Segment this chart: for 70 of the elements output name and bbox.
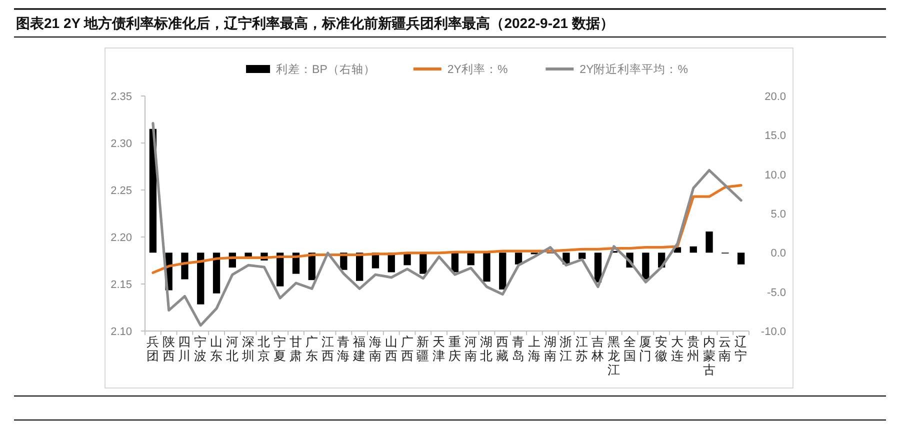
x-tick-label: 浙江: [560, 334, 573, 363]
bar: [467, 252, 474, 266]
x-tick-label: 吉林: [590, 334, 604, 363]
bar: [737, 252, 745, 264]
legend-label: 利差：BP（右轴）: [276, 63, 376, 76]
bar: [197, 252, 204, 304]
x-tick-label: 四川: [178, 334, 192, 363]
x-tick-label: 江西: [321, 334, 334, 363]
y2-tick-label: -5.0: [767, 286, 786, 299]
x-tick-label: 兵团: [146, 334, 160, 363]
bar: [483, 252, 490, 282]
x-tick-label: 甘肃: [290, 334, 302, 363]
x-tick-label: 西藏: [496, 334, 510, 363]
x-tick-label: 大连: [670, 334, 684, 363]
x-tick-label: 黑龙江: [607, 334, 620, 377]
y2-tick-label: 5.0: [770, 208, 786, 220]
y-tick-label: 2.15: [110, 279, 132, 291]
x-tick-label: 福建: [352, 334, 366, 363]
bar: [212, 252, 220, 294]
x-tick-label: 河北: [226, 334, 239, 363]
x-tick-label: 厦门: [639, 334, 652, 363]
legend-label: 2Y利率：%: [447, 62, 508, 76]
bar: [499, 252, 506, 290]
x-tick-label: 北京: [258, 334, 271, 363]
x-tick-label: 宁夏: [274, 334, 287, 363]
x-tick-label: 山西: [384, 334, 398, 363]
bar: [706, 232, 713, 253]
x-tick-label: 宁波: [194, 334, 208, 363]
x-tick-label: 深圳: [240, 334, 255, 363]
y2-tick-label: 20.0: [764, 91, 786, 103]
y-tick-label: 2.25: [110, 185, 132, 197]
bar: [578, 252, 586, 259]
x-tick-label: 贵州: [686, 334, 700, 363]
y2-tick-label: -10.0: [760, 326, 786, 338]
x-tick-label: 新疆: [416, 334, 430, 363]
x-tick-label: 内蒙古: [702, 334, 716, 377]
legend-label: 2Y附近利率平均：%: [580, 62, 688, 76]
bar: [276, 252, 284, 286]
bar: [514, 252, 522, 264]
y2-tick-label: 15.0: [764, 130, 786, 142]
x-tick-label: 湖南: [544, 334, 557, 363]
bar: [642, 252, 650, 280]
y-tick-label: 2.30: [110, 138, 132, 150]
x-tick-label: 青岛: [512, 334, 526, 363]
title: 图表21 2Y 地方债利率标准化后，辽宁利率最高，标准化前新疆兵团利率最高（2022-9-21 数据）: [16, 15, 614, 31]
bar: [594, 252, 602, 282]
x-tick-label: 云南: [718, 334, 732, 363]
x-tick-label: 山东: [210, 334, 224, 363]
x-tick-label: 广东: [305, 334, 318, 363]
y-tick-label: 2.10: [110, 326, 132, 338]
y-tick-label: 2.20: [110, 232, 132, 244]
x-tick-label: 全国: [623, 334, 636, 363]
y2-tick-label: 10.0: [764, 169, 786, 182]
x-tick-label: 上海: [528, 334, 541, 363]
y2-tick-label: 0.0: [770, 248, 786, 260]
x-tick-label: 河南: [464, 334, 478, 363]
x-tick-label: 海南: [368, 334, 382, 363]
x-tick-label: 天津: [432, 334, 446, 363]
x-tick-label: 江苏: [576, 334, 589, 363]
bar: [690, 246, 697, 253]
x-tick-label: 辽宁: [734, 334, 748, 363]
x-tick-label: 安徽: [655, 334, 668, 363]
bar: [356, 252, 364, 281]
x-tick-label: 陕西: [162, 334, 176, 363]
x-tick-label: 重庆: [448, 334, 462, 363]
x-tick-label: 广西: [400, 334, 414, 363]
x-tick-label: 湖北: [480, 334, 494, 363]
bar: [451, 252, 459, 272]
y-tick-label: 2.35: [110, 91, 132, 103]
x-tick-label: 青海: [337, 334, 350, 363]
